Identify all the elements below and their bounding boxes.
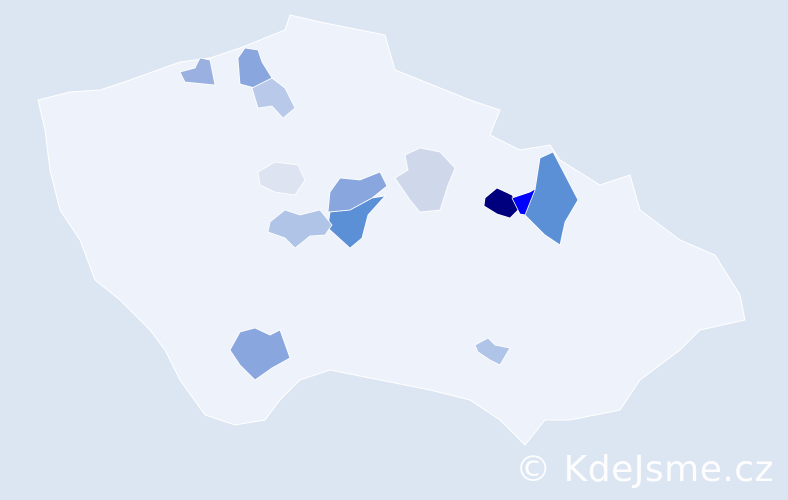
district-low — [251, 77, 296, 119]
district-low — [267, 209, 333, 249]
country-outline — [37, 14, 746, 446]
district-very-low — [394, 147, 456, 213]
district-medium — [179, 57, 216, 86]
district-very-low — [257, 161, 306, 196]
district-high — [524, 151, 579, 246]
district-medium — [229, 327, 291, 381]
district-layer — [179, 47, 579, 381]
district-medium — [237, 47, 273, 89]
district-low — [474, 337, 511, 366]
district-highest — [483, 187, 521, 219]
district-medium — [327, 171, 388, 213]
watermark: © KdeJsme.cz — [515, 449, 774, 490]
